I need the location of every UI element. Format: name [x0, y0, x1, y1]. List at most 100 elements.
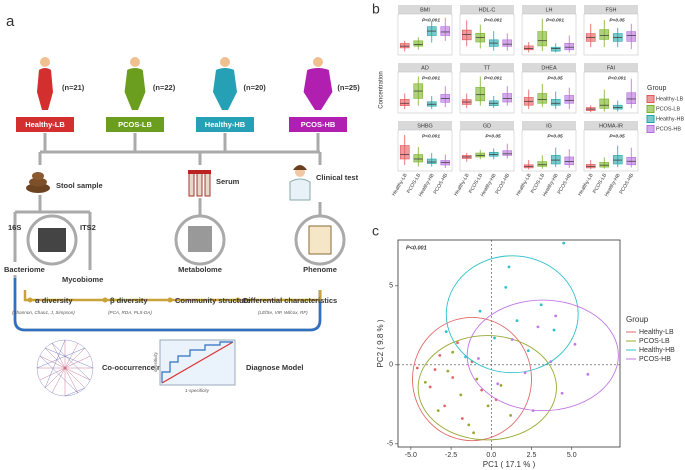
- roc-icon: [159, 339, 236, 386]
- group-box: [106, 117, 164, 132]
- group-label: PCOS-HB: [301, 120, 336, 129]
- point: [507, 265, 511, 269]
- model-label: Co-occurrence network: [102, 363, 187, 372]
- box: [550, 46, 561, 52]
- p-value: P<0.001: [406, 245, 427, 251]
- panel-title: LH: [545, 7, 552, 13]
- box: [564, 156, 575, 166]
- box: [612, 155, 623, 165]
- panel-title: DHEA: [541, 65, 557, 71]
- group-label: Healthy-HB: [205, 120, 246, 129]
- point: [486, 404, 490, 408]
- box: [426, 158, 437, 164]
- figure-body: [37, 68, 53, 110]
- y-axis-label: PC2 ( 9.8 % ): [376, 319, 385, 367]
- analysis-title: Community structure: [175, 296, 251, 305]
- figure-head: [313, 57, 323, 67]
- strip: [398, 5, 452, 14]
- subject-count: (n=25): [337, 83, 360, 92]
- point: [552, 328, 556, 332]
- panel-title: FSH: [606, 7, 617, 13]
- stool-icon: [26, 172, 50, 193]
- box: [626, 92, 637, 104]
- point: [523, 371, 527, 375]
- ome-label: Mycobiome: [62, 275, 103, 284]
- figure-body: [213, 68, 237, 110]
- strip: [584, 121, 638, 130]
- strip: [460, 5, 514, 14]
- point: [504, 286, 508, 289]
- legend-label: PCOS-HB: [656, 126, 681, 132]
- box: [475, 152, 486, 158]
- p-value: P<0.001: [422, 75, 440, 81]
- point: [459, 393, 463, 397]
- group-label: Healthy-LB: [25, 120, 65, 129]
- box: [461, 29, 472, 41]
- box: [612, 104, 623, 110]
- box: [626, 31, 637, 42]
- legend-label: PCOS-LB: [656, 106, 680, 112]
- box: [537, 31, 548, 47]
- point: [456, 341, 459, 345]
- ome-label: Phenome: [303, 265, 337, 274]
- confidence-ellipse: [466, 299, 619, 412]
- p-value: P<0.05: [609, 17, 625, 23]
- legend-label: PCOS-LB: [639, 338, 670, 345]
- point: [509, 413, 513, 417]
- subject-count: (n=21): [62, 83, 85, 92]
- box: [537, 161, 548, 167]
- confidence-ellipse: [417, 335, 557, 441]
- group-label: PCOS-LB: [118, 120, 152, 129]
- legend-swatch: [646, 95, 655, 103]
- ome-label: Bacteriome: [4, 265, 45, 274]
- legend-title: Group: [626, 315, 649, 324]
- doctor-icon: [289, 165, 311, 201]
- panel-title: BMI: [420, 7, 430, 13]
- point: [560, 391, 564, 395]
- x-tick-label: Healthy-LB: [453, 172, 471, 197]
- box: [599, 98, 610, 109]
- point: [460, 417, 464, 420]
- point: [433, 368, 437, 371]
- p-value: P<0.001: [422, 133, 440, 139]
- box: [475, 87, 486, 102]
- panel-title: FAI: [607, 65, 616, 71]
- box: [413, 40, 424, 47]
- box: [564, 95, 575, 104]
- strip: [398, 121, 452, 130]
- box: [502, 93, 513, 103]
- point: [475, 377, 479, 381]
- panel-title: HDL-C: [479, 7, 496, 13]
- p-value: P<0.001: [422, 17, 440, 23]
- box: [502, 150, 513, 156]
- analysis-detail: (LEfSe, VIP, Wilcox, RF): [258, 310, 308, 315]
- point: [436, 409, 440, 413]
- panel-title: GD: [483, 123, 491, 129]
- legend-title: Group: [647, 85, 667, 92]
- y-tick-label: 0: [389, 362, 393, 369]
- point: [493, 336, 496, 340]
- plot-area: [397, 71, 453, 114]
- report-icon: [308, 225, 332, 255]
- legend-swatch: [646, 105, 655, 113]
- p-value: P<0.05: [609, 133, 625, 139]
- point: [510, 338, 514, 341]
- strip: [522, 5, 576, 14]
- sample-label: Serum: [216, 177, 240, 186]
- point: [446, 369, 450, 373]
- ome-label: Metabolome: [178, 265, 222, 274]
- point: [586, 372, 590, 376]
- analysis-title: α diversity: [35, 296, 73, 305]
- x-tick-label: Healthy-LB: [515, 172, 533, 197]
- figure-body: [303, 68, 333, 110]
- tree: [13, 195, 322, 332]
- legend-label: Healthy-HB: [639, 347, 675, 354]
- point: [464, 355, 467, 359]
- point: [573, 342, 577, 346]
- point: [499, 383, 503, 387]
- confidence-ellipse: [445, 255, 579, 374]
- p-value: P<0.05: [485, 133, 501, 139]
- network-icon: [36, 339, 94, 397]
- group-box: [289, 117, 347, 132]
- p-value: P<0.001: [608, 75, 626, 81]
